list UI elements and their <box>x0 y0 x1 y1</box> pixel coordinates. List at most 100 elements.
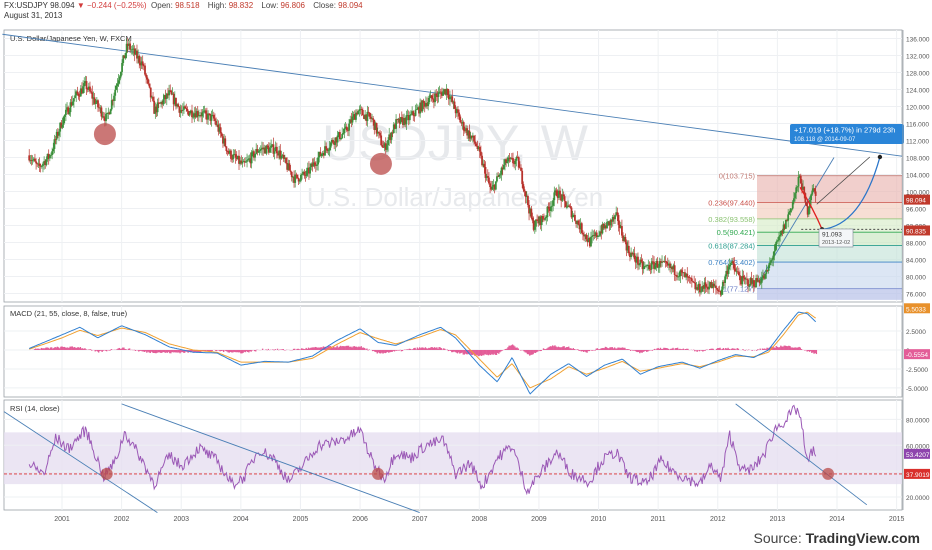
rsi-highlight-circle <box>822 467 835 480</box>
candle-body <box>297 178 300 182</box>
candle-body <box>447 95 450 100</box>
candle-body <box>687 276 690 278</box>
candle-body <box>317 157 320 165</box>
candle-body <box>118 76 121 81</box>
candle-body <box>316 164 318 166</box>
candle-body <box>194 113 197 118</box>
projection-target-dot <box>877 154 883 160</box>
candle-body <box>326 148 329 151</box>
candle-body <box>434 93 436 103</box>
candle-body <box>451 96 454 103</box>
candle-body <box>758 280 761 283</box>
highlight-circle <box>93 123 116 146</box>
candle-body <box>415 109 418 110</box>
projection-label-text: +17.019 (+18.7%) in 279d 23h <box>794 126 895 135</box>
candle-body <box>668 263 670 266</box>
candle-body <box>123 55 126 59</box>
tradingview-logo[interactable]: TradingView.com <box>805 530 920 546</box>
candle-body <box>749 278 752 286</box>
candle-body <box>482 163 485 166</box>
candle-body <box>427 102 430 107</box>
symbol-name[interactable]: FX:USDJPY <box>4 1 48 10</box>
candle-body <box>614 215 616 220</box>
candle-body <box>446 88 449 96</box>
candle-body <box>215 120 217 126</box>
ohlc-line: FX:USDJPY 98.094 ▼ −0.244 (−0.25%) Open:… <box>4 1 369 11</box>
candle-body <box>603 225 606 229</box>
candle-body <box>233 154 236 156</box>
candle-body <box>308 167 310 174</box>
candle-body <box>282 154 285 159</box>
projection-sub-text: 108.118 @ 2014-09-07 <box>794 137 856 143</box>
rsi-trendline <box>121 403 420 514</box>
candle-body <box>731 261 733 264</box>
candle-body <box>413 115 416 117</box>
candle-body <box>137 55 140 59</box>
candle-body <box>132 48 135 50</box>
candle-body <box>353 114 356 120</box>
candle-body <box>810 194 812 201</box>
candle-body <box>59 122 62 132</box>
candle-body <box>449 96 451 100</box>
candle-body <box>146 77 149 80</box>
candle-body <box>546 206 549 218</box>
candle-body <box>164 95 167 99</box>
candle-body <box>424 103 427 107</box>
candle-body <box>407 115 410 121</box>
projection-label-box <box>790 124 904 144</box>
x-tick-label: 2012 <box>710 516 726 523</box>
candle-body <box>124 53 127 59</box>
candle-body <box>663 261 666 262</box>
candle-body <box>814 191 817 196</box>
candle-body <box>209 113 212 121</box>
candle-body <box>676 275 678 277</box>
candle-body <box>729 263 732 265</box>
fib-level-label: 0.618(87.284) <box>708 242 755 251</box>
candle-body <box>300 174 302 181</box>
candle-body <box>247 159 250 161</box>
candle-body <box>376 131 379 134</box>
candle-body <box>727 266 730 274</box>
candle-body <box>68 112 71 115</box>
low-value: 96.806 <box>280 1 305 10</box>
candle-body <box>506 161 509 163</box>
candle-body <box>431 98 434 100</box>
candle-body <box>544 218 547 220</box>
rsi-tick-label: 20.0000 <box>906 495 930 502</box>
candle-body <box>258 150 261 152</box>
candle-body <box>193 113 196 117</box>
candle-body <box>248 158 251 160</box>
candle-body <box>313 162 316 165</box>
candle-body <box>600 231 603 234</box>
candle-body <box>278 150 281 156</box>
candle-body <box>775 241 778 244</box>
candle-body <box>389 134 392 140</box>
candle-body <box>535 219 537 227</box>
candle-body <box>364 114 367 119</box>
candle-body <box>288 163 291 171</box>
candle-body <box>677 276 680 278</box>
rsi-trendline <box>735 403 868 506</box>
candle-body <box>345 126 348 131</box>
fib-zone <box>757 218 902 233</box>
candle-body <box>60 122 63 128</box>
candle-body <box>441 92 443 96</box>
chart-canvas[interactable]: 2001 2002 2003 2004 2005 2006 2007 2008 2009 2010… <box>0 22 932 550</box>
candle-body <box>90 91 93 93</box>
candle-body <box>601 224 604 234</box>
candle-body <box>813 188 816 192</box>
candle-body <box>214 118 216 121</box>
high-label: High: <box>207 1 227 10</box>
candle-body <box>642 266 645 270</box>
candle-body <box>616 212 619 215</box>
candle-body <box>304 174 307 176</box>
candle-body <box>549 206 552 211</box>
candle-body <box>62 116 65 125</box>
fib-zone <box>757 175 902 203</box>
candle-body <box>32 158 35 160</box>
candle-body <box>53 139 56 149</box>
candle-body <box>719 290 722 295</box>
candle-body <box>216 124 219 126</box>
candle-body <box>242 161 245 163</box>
candle-body <box>154 106 157 114</box>
